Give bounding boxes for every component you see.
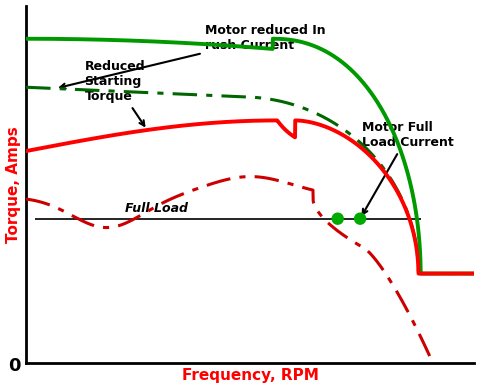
Text: Motor reduced In
rush Current: Motor reduced In rush Current [60, 24, 326, 89]
Text: 0: 0 [8, 357, 21, 375]
Text: Motor Full
Load Current: Motor Full Load Current [362, 121, 454, 214]
Y-axis label: Torque, Amps: Torque, Amps [6, 126, 21, 243]
Text: Full Load: Full Load [125, 202, 188, 215]
Point [334, 216, 342, 222]
Point [356, 216, 364, 222]
X-axis label: Frequency, RPM: Frequency, RPM [182, 368, 319, 384]
Text: Reduced
Starting
Torque: Reduced Starting Torque [84, 60, 145, 126]
